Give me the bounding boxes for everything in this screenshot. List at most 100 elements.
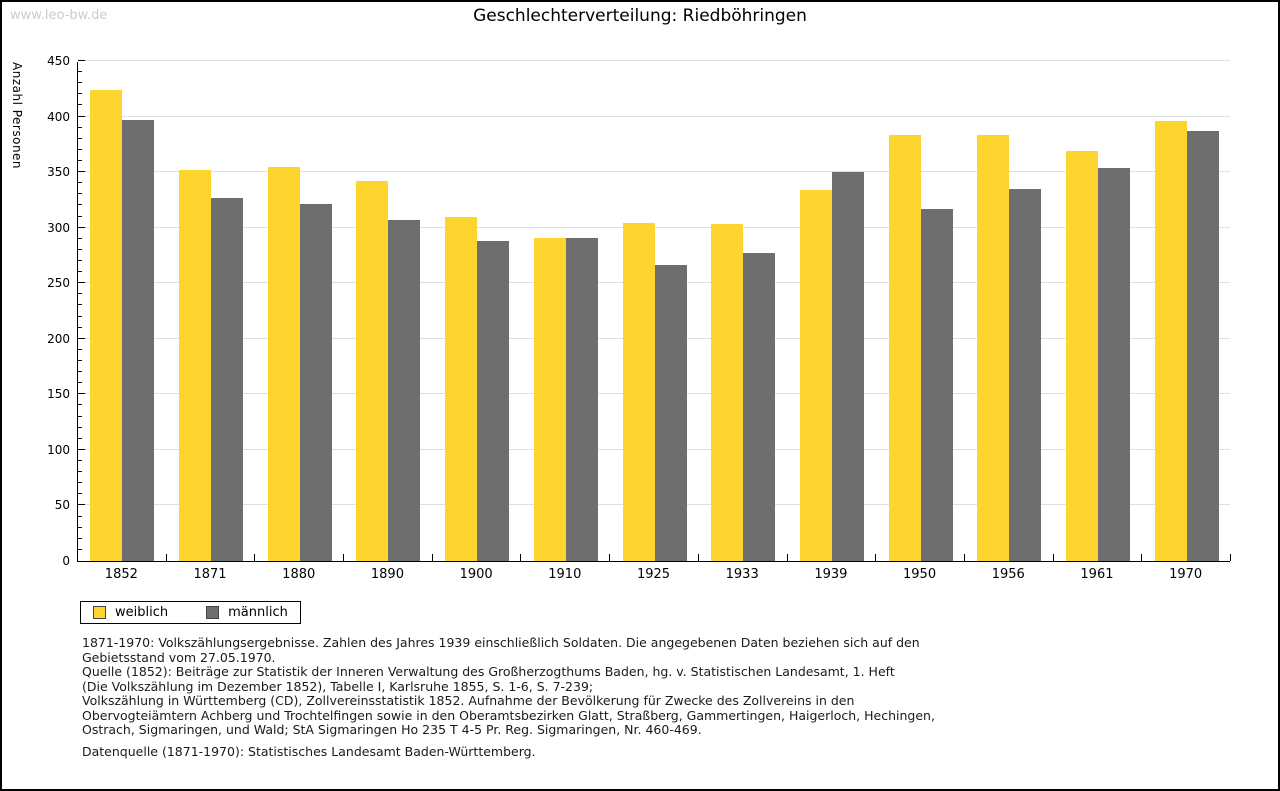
- bar-weiblich-1970: [1154, 121, 1187, 561]
- bar-weiblich-1890: [356, 181, 389, 561]
- data-source-line: Datenquelle (1871-1970): Statistisches L…: [82, 744, 536, 759]
- footnote-line-6: Obervogteiämtern Achberg und Trochtelfin…: [82, 707, 935, 723]
- bar-weiblich-1925: [622, 223, 655, 561]
- x-tick-7: [697, 554, 699, 561]
- y-tick-label-450: 450: [47, 54, 70, 68]
- y-minor-tick-360: [78, 160, 82, 161]
- bar-männlich-1970: [1186, 131, 1219, 561]
- x-tick-label-1852: 1852: [104, 567, 138, 582]
- legend-swatch-weiblich: [93, 606, 106, 619]
- y-major-tick-250: [78, 282, 85, 284]
- y-tick-label-300: 300: [47, 220, 70, 235]
- legend: weiblich männlich: [80, 601, 301, 624]
- plot-area: [77, 60, 1231, 562]
- y-major-tick-50: [78, 504, 85, 506]
- y-minor-tick-60: [78, 493, 82, 495]
- legend-item-maennlich: männlich: [206, 605, 288, 620]
- x-tick-label-1950: 1950: [903, 567, 937, 582]
- gridline-350: [78, 171, 1230, 173]
- bar-männlich-1871: [211, 197, 244, 561]
- y-minor-tick-260: [78, 271, 82, 273]
- x-tick-label-1970: 1970: [1169, 567, 1203, 582]
- y-major-tick-450: [78, 60, 85, 61]
- y-tick-label-0: 0: [62, 554, 70, 568]
- y-minor-tick-290: [78, 237, 82, 239]
- y-minor-tick-430: [78, 82, 82, 84]
- x-tick-label-1925: 1925: [636, 567, 671, 582]
- bar-männlich-1890: [388, 219, 421, 561]
- bar-weiblich-1910: [533, 237, 566, 561]
- legend-swatch-maennlich: [206, 606, 220, 619]
- bar-männlich-1925: [654, 265, 687, 561]
- y-major-tick-100: [78, 448, 85, 450]
- x-tick-4: [431, 554, 433, 561]
- y-major-tick-150: [78, 393, 85, 395]
- bar-weiblich-1933: [711, 224, 744, 561]
- y-minor-tick-410: [78, 104, 82, 106]
- y-tick-label-350: 350: [47, 165, 70, 180]
- x-tick-9: [875, 554, 877, 561]
- y-minor-tick-190: [78, 348, 82, 350]
- y-minor-tick-370: [78, 148, 82, 150]
- y-minor-tick-120: [78, 426, 82, 428]
- y-minor-tick-240: [78, 293, 82, 295]
- x-tick-13: [1230, 554, 1231, 561]
- legend-item-weiblich: weiblich: [93, 605, 168, 620]
- y-minor-tick-230: [78, 304, 82, 306]
- y-minor-tick-330: [78, 193, 82, 195]
- gridline-450: [78, 60, 1230, 61]
- y-minor-tick-180: [78, 360, 82, 361]
- y-minor-tick-310: [78, 215, 82, 217]
- x-tick-label-1890: 1890: [370, 567, 404, 582]
- y-tick-label-200: 200: [47, 331, 70, 346]
- x-tick-label-1910: 1910: [548, 567, 582, 582]
- x-tick-2: [254, 554, 256, 561]
- y-major-tick-400: [78, 115, 85, 117]
- y-minor-tick-390: [78, 126, 82, 128]
- x-tick-6: [609, 554, 611, 561]
- y-minor-tick-130: [78, 415, 82, 417]
- x-tick-label-1900: 1900: [459, 567, 493, 582]
- y-minor-tick-30: [78, 526, 82, 528]
- x-tick-label-1933: 1933: [725, 567, 759, 582]
- bar-weiblich-1880: [267, 166, 300, 561]
- bar-männlich-1939: [831, 172, 864, 561]
- y-minor-tick-70: [78, 482, 82, 484]
- y-minor-tick-80: [78, 471, 82, 473]
- bar-männlich-1880: [299, 204, 332, 561]
- bar-weiblich-1871: [179, 169, 212, 561]
- y-tick-label-100: 100: [47, 442, 70, 457]
- bar-männlich-1910: [565, 237, 598, 561]
- footnotes: 1871-1970: Volkszählungsergebnisse. Zahl…: [82, 635, 1202, 738]
- legend-label-maennlich: männlich: [228, 605, 288, 620]
- y-tick-label-150: 150: [47, 387, 70, 402]
- y-minor-tick-110: [78, 437, 82, 439]
- x-tick-1: [165, 554, 167, 561]
- legend-label-weiblich: weiblich: [115, 605, 169, 620]
- footnote-line-1: 1871-1970: Volkszählungsergebnisse. Zahl…: [82, 635, 920, 650]
- y-minor-tick-270: [78, 260, 82, 261]
- x-tick-label-1880: 1880: [282, 567, 316, 582]
- y-minor-tick-280: [78, 248, 82, 250]
- y-minor-tick-90: [78, 460, 82, 461]
- y-major-tick-350: [78, 171, 85, 173]
- x-tick-label-1939: 1939: [814, 567, 848, 582]
- bar-weiblich-1950: [888, 135, 921, 561]
- gridline-400: [78, 115, 1230, 117]
- y-tick-label-250: 250: [47, 276, 70, 291]
- y-major-tick-200: [78, 337, 85, 339]
- y-minor-tick-380: [78, 137, 82, 139]
- y-minor-tick-170: [78, 371, 82, 373]
- bar-männlich-1933: [743, 253, 776, 561]
- y-minor-tick-420: [78, 93, 82, 95]
- footnote-line-4: (Die Volkszählung im Dezember 1852), Tab…: [82, 678, 594, 694]
- y-minor-tick-20: [78, 537, 82, 539]
- bar-weiblich-1961: [1065, 151, 1098, 561]
- footnote-line-2: Gebietsstand vom 27.05.1970.: [82, 649, 276, 665]
- y-minor-tick-340: [78, 182, 82, 184]
- y-tick-label-50: 50: [54, 498, 70, 513]
- chart-title: Geschlechterverteilung: Riedböhringen: [473, 6, 807, 26]
- y-minor-tick-160: [78, 382, 82, 384]
- bar-männlich-1961: [1097, 167, 1130, 561]
